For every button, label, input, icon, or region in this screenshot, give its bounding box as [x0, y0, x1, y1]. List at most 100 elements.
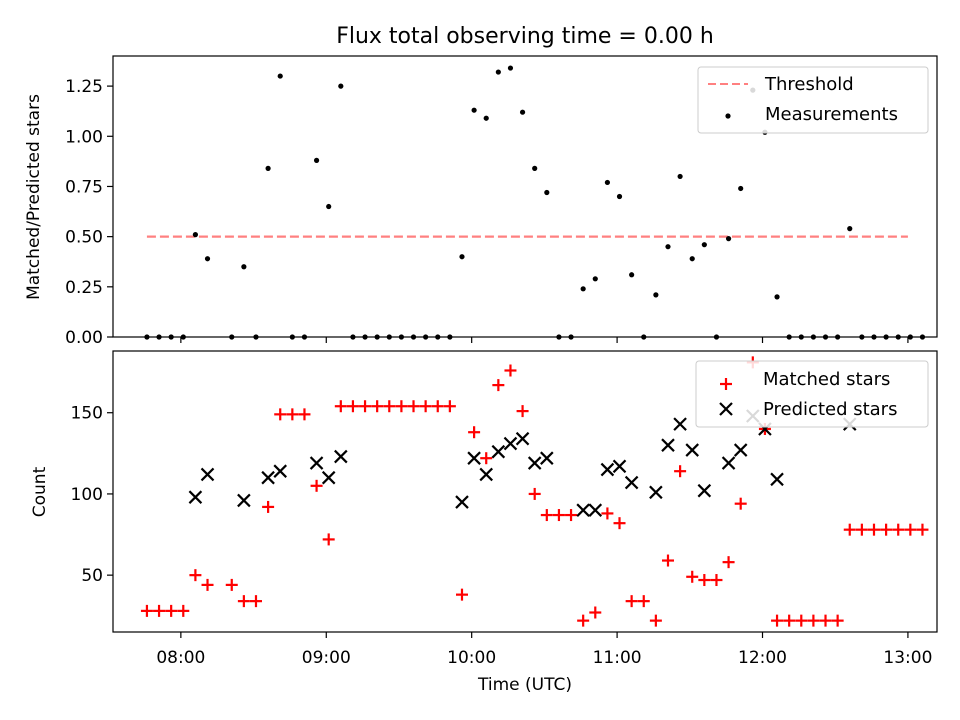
bottom-y-tick-label: 150 [71, 404, 103, 424]
matched-star-point [843, 523, 856, 536]
legend-measurements-label: Measurements [765, 104, 898, 125]
matched-star-point [274, 408, 287, 421]
matched-star-point [613, 517, 626, 530]
measurement-point [604, 179, 611, 186]
top-y-tick-label: 0.50 [65, 228, 103, 248]
measurement-point [629, 272, 635, 278]
measurement-point [701, 242, 707, 248]
measurement-point [738, 185, 744, 192]
measurement-point [204, 256, 211, 262]
matched-star-point [249, 595, 262, 608]
top-y-tick-label: 1.25 [65, 77, 103, 97]
legend-matched-label: Matched stars [763, 369, 890, 390]
matched-star-point [661, 554, 674, 567]
matched-star-point [383, 400, 396, 413]
predicted-star-point [273, 464, 288, 478]
predicted-star-point [697, 483, 712, 498]
matched-star-point [237, 595, 250, 608]
matched-star-point [480, 452, 493, 465]
measurement-point [241, 264, 247, 270]
matched-star-point [686, 570, 699, 583]
matched-star-point [722, 556, 735, 569]
x-tick-label: 08:00 [156, 648, 205, 668]
top-y-tick-label: 0.25 [65, 278, 103, 298]
x-tick-label: 11:00 [593, 648, 642, 668]
bottom-plot-frame [112, 350, 938, 633]
matched-star-point [698, 574, 711, 587]
matched-star-point [286, 408, 299, 421]
matched-star-point [455, 588, 468, 601]
predicted-star-point [649, 485, 663, 500]
matched-star-point [589, 606, 602, 619]
bottom-y-axis-label: Count [30, 466, 50, 517]
top-y-tick-label: 0.75 [65, 177, 103, 197]
matched-star-point [516, 405, 529, 418]
x-tick-label: 10:00 [447, 648, 496, 668]
matched-star-point [904, 523, 917, 536]
top-y-tick-label: 0.00 [65, 328, 103, 348]
predicted-star-point [576, 503, 590, 517]
predicted-star-point [200, 467, 215, 482]
legend-matched-swatch [720, 378, 732, 390]
measurement-point [192, 232, 198, 238]
matched-star-point [322, 533, 335, 546]
predicted-star-point [733, 443, 748, 457]
top-plot-frame [112, 55, 938, 338]
measurement-point [689, 256, 695, 262]
predicted-star-point [600, 462, 615, 477]
legend-predicted-swatch [719, 402, 733, 416]
x-tick-label: 13:00 [883, 648, 932, 668]
matched-star-point [371, 400, 384, 413]
predicted-star-point [770, 472, 784, 487]
matched-star-point [831, 614, 844, 627]
measurement-point [774, 294, 780, 300]
measurement-point [519, 109, 526, 115]
measurement-point [471, 107, 477, 113]
top-y-tick-label: 1.00 [65, 127, 103, 147]
matched-star-point [165, 604, 178, 617]
measurement-point [580, 286, 586, 292]
predicted-star-point [309, 456, 324, 470]
measurement-point [653, 292, 659, 298]
matched-star-point [334, 400, 347, 413]
predicted-star-point [588, 503, 603, 517]
matched-star-point [443, 400, 456, 413]
matched-star-point [771, 614, 784, 627]
bottom-y-tick-label: 100 [71, 485, 103, 505]
predicted-star-point [661, 438, 675, 452]
top-legend: Threshold Measurements [697, 66, 929, 134]
predicted-star-point [612, 459, 627, 474]
predicted-star-point [685, 443, 700, 457]
matched-star-point [153, 604, 166, 617]
matched-star-point [395, 400, 408, 413]
matched-star-point [916, 523, 929, 536]
measurement-point [847, 226, 853, 232]
legend-measurements-swatch [725, 113, 731, 119]
matched-star-point [528, 487, 541, 500]
matched-star-point [552, 509, 565, 522]
matched-star-point [504, 364, 517, 377]
matched-star-point [359, 400, 372, 413]
top-legend-box [697, 66, 929, 134]
matched-star-point [637, 595, 650, 608]
top-y-axis-label: Matched/Predicted stars [24, 94, 44, 300]
x-axis-label: Time (UTC) [477, 675, 572, 695]
matched-star-point [468, 426, 481, 439]
chart-title: Flux total observing time = 0.00 h [336, 24, 714, 49]
matched-star-point [262, 500, 275, 513]
predicted-star-point [673, 417, 687, 431]
matched-star-point [565, 509, 578, 522]
measurement-point [532, 165, 538, 171]
measurement-point [592, 276, 598, 282]
matched-star-point [431, 400, 444, 413]
predicted-star-point [321, 470, 336, 485]
predicted-star-point [515, 431, 530, 446]
measurement-point [495, 69, 501, 75]
predicted-star-point [491, 444, 506, 459]
measurement-point [616, 193, 623, 200]
predicted-star-point [455, 495, 469, 509]
measurement-point [665, 244, 671, 250]
predicted-star-point [188, 490, 203, 504]
measurement-point [483, 115, 489, 121]
matched-star-point [819, 614, 832, 627]
